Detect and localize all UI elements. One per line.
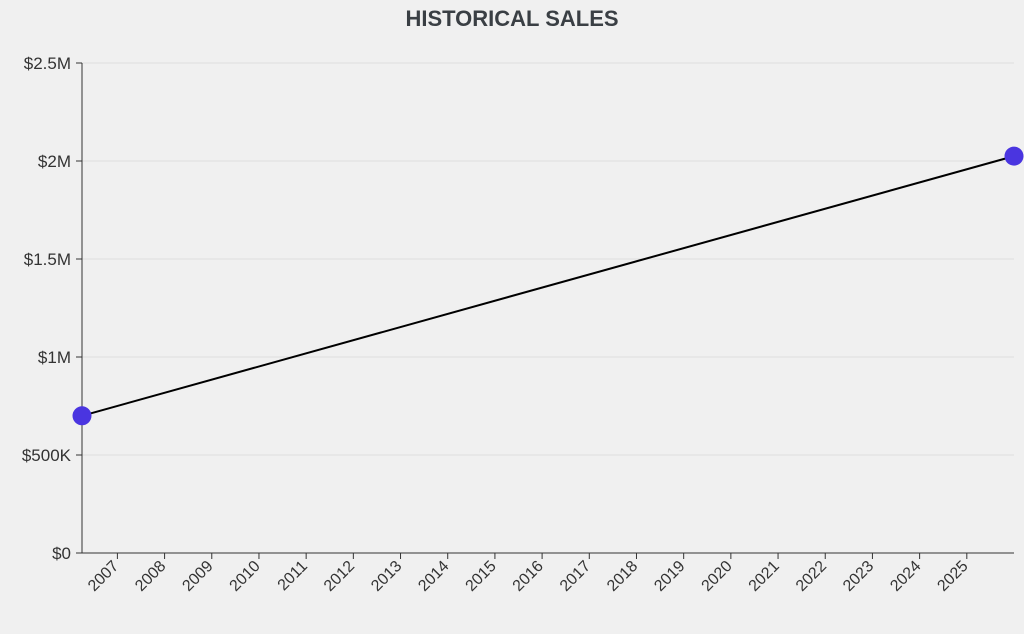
- x-tick-label: 2020: [698, 558, 735, 595]
- series-line: [81, 155, 1015, 417]
- x-tick-label: 2017: [557, 558, 594, 595]
- x-tick-label: 2011: [275, 558, 311, 594]
- x-tick-label: 2018: [604, 558, 641, 595]
- y-tick-label: $1M: [38, 348, 71, 367]
- x-tick-label: 2024: [887, 558, 924, 595]
- x-tick-label: 2019: [651, 558, 688, 595]
- x-tick-label: 2021: [746, 558, 783, 595]
- x-tick-label: 2013: [368, 558, 405, 595]
- x-tick-label: 2015: [463, 558, 500, 595]
- x-tick-label: 2025: [934, 558, 971, 595]
- x-tick-label: 2012: [321, 558, 358, 595]
- y-tick-label: $2M: [38, 152, 71, 171]
- x-tick-label: 2016: [510, 558, 547, 595]
- x-tick-label: 2007: [85, 558, 122, 595]
- x-tick-label: 2023: [840, 558, 877, 595]
- data-point[interactable]: [1004, 146, 1024, 166]
- y-tick-label: $0: [52, 544, 71, 563]
- x-tick-label: 2014: [415, 558, 452, 595]
- x-tick-label: 2010: [227, 558, 264, 595]
- x-tick-label: 2009: [179, 558, 216, 595]
- chart-title: HISTORICAL SALES: [405, 6, 618, 31]
- x-tick-label: 2022: [793, 558, 830, 595]
- data-point[interactable]: [72, 406, 92, 426]
- x-tick-label: 2008: [132, 558, 169, 595]
- y-tick-label: $2.5M: [24, 54, 71, 73]
- y-tick-label: $1.5M: [24, 250, 71, 269]
- y-tick-label: $500K: [22, 446, 72, 465]
